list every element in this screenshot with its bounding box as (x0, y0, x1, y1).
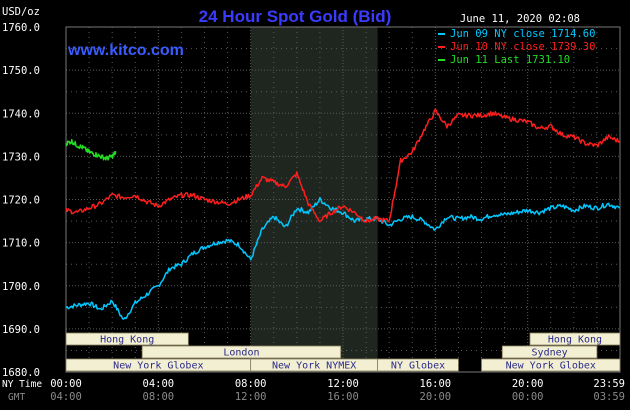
session-ny-globex-box (377, 358, 459, 372)
session-new-york-nymex-label: New York NYMEX (272, 361, 356, 372)
legend-entry-jun11: Jun 11 Last 1731.10 (450, 54, 570, 66)
x-tick-label-gmt: 08:00 (143, 391, 175, 403)
chart-title: 24 Hour Spot Gold (Bid) (199, 7, 392, 26)
y-tick-label: 1720.0 (2, 195, 40, 207)
ny-time-label: NY Time (2, 379, 42, 390)
y-tick-label: 1700.0 (2, 281, 40, 293)
plot-frame (65, 26, 621, 373)
x-tick-label-gmt: 20:00 (420, 391, 452, 403)
session-hong-kong-label: Hong Kong (100, 335, 154, 346)
session-hong-kong-2-label: Hong Kong (548, 335, 602, 346)
x-tick-label-ny: 20:00 (512, 378, 544, 390)
x-tick-label-gmt: 16:00 (327, 391, 359, 403)
legend-entry-jun09: Jun 09 NY close 1714.60 (450, 28, 595, 40)
axes: 1760.0 1750.0 1740.0 1730.0 1720.0 1710.0 1700… (2, 22, 625, 403)
highlight-band (250, 27, 378, 372)
session-ny-globex-label: NY Globex (391, 361, 445, 372)
plot-area (65, 26, 621, 373)
y-tick-label: 1750.0 (2, 65, 40, 77)
session-new-york-globex-label: New York Globex (113, 361, 203, 372)
x-tick-label-ny: 16:00 (420, 378, 452, 390)
market-sessions: Hong Kong London New York Globex New York N… (65, 332, 621, 372)
session-hong-kong-2-box (529, 332, 621, 346)
x-tick-label-ny: 00:00 (50, 378, 82, 390)
x-tick-label-ny: 04:00 (143, 378, 175, 390)
x-tick-label-gmt: 04:00 (50, 391, 82, 403)
legend-swatch-jun09 (438, 33, 445, 35)
x-tick-label-gmt: 12:00 (235, 391, 267, 403)
session-new-york-globex-2-label: New York Globex (506, 361, 596, 372)
session-new-york-globex-2-box (481, 358, 621, 372)
x-tick-label-ny: 12:00 (327, 378, 359, 390)
x-tick-label-gmt: 03:59 (593, 391, 625, 403)
site-url: www.kitco.com (67, 42, 184, 59)
unit-label: USD/oz (2, 6, 40, 18)
session-hong-kong-box (65, 332, 189, 346)
gmt-label: GMT (8, 392, 25, 403)
series-line-jun11 (65, 138, 117, 161)
y-tick-label: 1710.0 (2, 238, 40, 250)
y-tick-label: 1760.0 (2, 22, 40, 34)
legend-swatch-jun10 (438, 46, 445, 48)
session-london-box (141, 345, 342, 359)
y-tick-label: 1680.0 (2, 367, 40, 379)
legend-entry-jun10: Jun 10 NY close 1739.30 (450, 41, 595, 53)
series-line-jun10 (65, 108, 620, 223)
session-london-label: London (223, 348, 259, 359)
series-line-jun09 (65, 196, 621, 320)
legend-swatch-jun11 (438, 59, 445, 61)
y-tick-label: 1740.0 (2, 108, 40, 120)
x-tick-label-ny: 08:00 (235, 378, 267, 390)
legend: Jun 09 NY close 1714.60 Jun 10 NY close … (438, 28, 595, 66)
x-tick-label-ny: 23:59 (593, 378, 625, 390)
session-sydney-box (501, 345, 598, 359)
chart-datetime: June 11, 2020 02:08 (460, 13, 580, 25)
x-tick-label-gmt: 00:00 (512, 391, 544, 403)
y-tick-label: 1690.0 (2, 324, 40, 336)
y-tick-label: 1730.0 (2, 151, 40, 163)
session-sydney-label: Sydney (532, 348, 568, 359)
